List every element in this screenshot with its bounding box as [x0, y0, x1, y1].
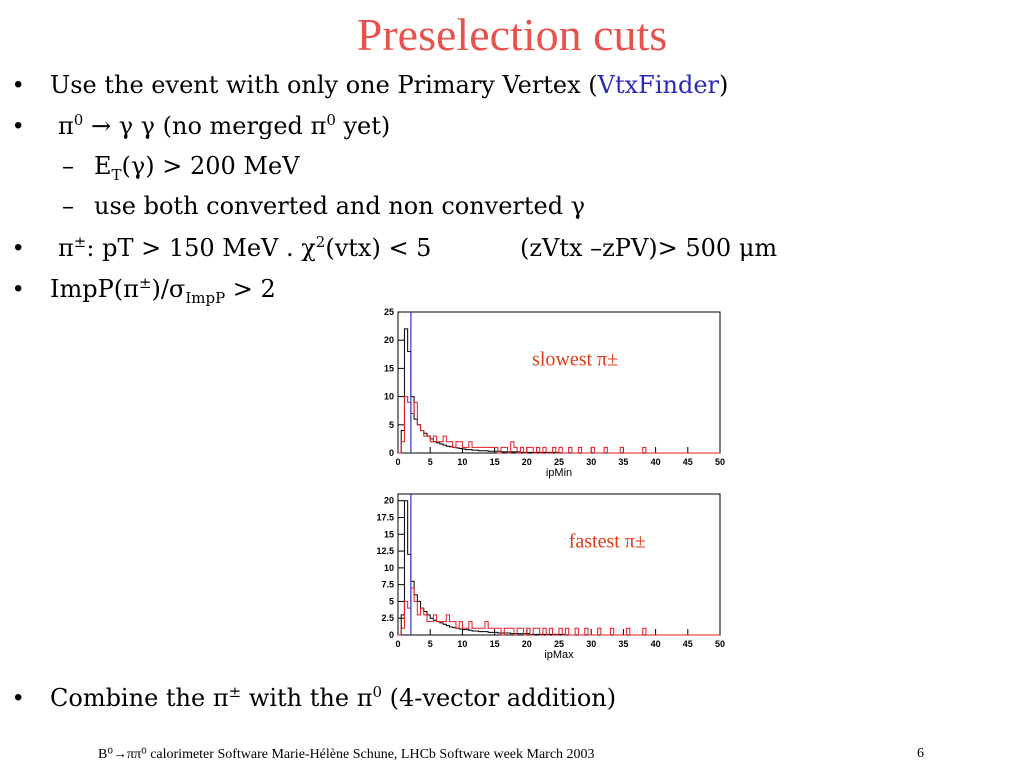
- bullet-text: ImpP(π: [50, 275, 139, 303]
- histogram-ipmin-svg: 0 5 10 15 20 25 0 5 10 15 20 25 30 35 40 45 50 ipMin slowe…: [384, 307, 725, 479]
- bullet-text: Use the event with only one Primary Vert…: [50, 71, 598, 99]
- pi-symbol: π: [58, 112, 74, 140]
- histogram-series-red: [398, 396, 720, 454]
- x-tick-label: 25: [554, 639, 564, 649]
- histogram-ipmax-svg: 0 2.5 5 7.5 10 12.5 15 17.5 20 0 5 10 15 20 25 30 35 40 45…: [376, 493, 725, 661]
- y-tick-label: 15: [384, 363, 394, 373]
- histogram-ipmin: 0 5 10 15 20 25 0 5 10 15 20 25 30 35 40 45 50 ipMin slowe…: [366, 306, 732, 480]
- y-tick-label: 0: [389, 630, 394, 640]
- plot-annotation: fastest π±: [569, 531, 646, 553]
- page-number: 6: [917, 746, 924, 761]
- x-tick-label: 30: [586, 639, 596, 649]
- bullet-marker: •: [14, 112, 23, 139]
- bullet-marker: •: [14, 71, 23, 98]
- x-axis-label: ipMin: [546, 467, 572, 479]
- y-tick-label: 0: [389, 448, 394, 458]
- superscript: 0: [326, 111, 336, 129]
- vtxfinder-link[interactable]: VtxFinder: [597, 71, 720, 99]
- x-tick-label: 25: [554, 457, 564, 467]
- x-tick-label: 50: [715, 457, 725, 467]
- subscript: T: [111, 165, 122, 184]
- x-tick-label: 35: [618, 639, 628, 649]
- y-tick-label: 15: [384, 529, 394, 539]
- superscript: ±: [228, 683, 242, 701]
- x-tick-label: 35: [618, 457, 628, 467]
- bullet-text: )/σ: [151, 275, 186, 303]
- subbullet-text: (γ) > 200 MeV: [121, 152, 300, 180]
- plot-frame: [397, 493, 721, 636]
- y-tick-label: 10: [384, 392, 394, 402]
- footer-text: B⁰→ππ⁰ calorimeter Software Marie-Hélène…: [98, 747, 595, 762]
- bullet-pi-charged-cuts: π±: pT > 150 MeV . χ2(vtx) < 5: [58, 233, 431, 263]
- zvtx-cut: (zVtx –zPV)> 500 μm: [520, 234, 778, 262]
- bullet-marker: •: [14, 684, 23, 711]
- x-tick-label: 10: [457, 639, 467, 649]
- bullet-pi0-gamma: π0 → γ γ (no merged π0 yet): [58, 111, 390, 141]
- bullet-text: : pT > 150 MeV . χ: [86, 234, 316, 262]
- y-tick-label: 2.5: [381, 613, 394, 623]
- bullet-text-close: ): [719, 71, 729, 99]
- x-tick-label: 5: [428, 639, 433, 649]
- x-tick-label: 15: [490, 639, 500, 649]
- x-tick-label: 20: [522, 639, 532, 649]
- bullet-text: > 2: [225, 275, 276, 303]
- subbullet-converted: use both converted and non converted γ: [94, 192, 586, 220]
- x-tick-label: 0: [395, 639, 400, 649]
- x-tick-label: 45: [683, 639, 693, 649]
- superscript: 2: [315, 233, 326, 251]
- subbullet-dash: –: [62, 192, 74, 220]
- x-tick-label: 50: [715, 639, 725, 649]
- superscript: ±: [138, 274, 152, 292]
- superscript: ±: [73, 233, 87, 251]
- subbullet-dash: –: [62, 152, 74, 180]
- bullet-impact-parameter: ImpP(π±)/σImpP > 2: [50, 274, 276, 307]
- x-tick-label: 0: [395, 457, 400, 467]
- y-tick-label: 5: [389, 420, 394, 430]
- bullet-combine: Combine the π± with the π0 (4-vector add…: [50, 683, 616, 713]
- x-tick-label: 20: [522, 457, 532, 467]
- slide-title: Preselection cuts: [356, 9, 668, 60]
- bullet-marker: •: [14, 275, 23, 302]
- x-axis-label: ipMax: [544, 649, 574, 661]
- bullet-text: yet): [335, 112, 391, 140]
- y-tick-label: 25: [384, 307, 394, 317]
- plot-annotation: slowest π±: [532, 349, 618, 371]
- superscript: 0: [73, 111, 84, 129]
- y-tick-label: 20: [384, 335, 394, 345]
- histogram-series-red: [398, 587, 720, 636]
- y-tick-label: 5: [389, 596, 394, 606]
- superscript: 0: [372, 683, 383, 701]
- et-symbol: E: [94, 152, 112, 180]
- y-tick-label: 10: [384, 563, 394, 573]
- y-tick-label: 17.5: [376, 513, 394, 523]
- x-tick-label: 40: [651, 457, 661, 467]
- bullet-text: (4-vector addition): [382, 684, 617, 712]
- x-tick-label: 10: [457, 457, 467, 467]
- bullet-text: with the π: [241, 684, 373, 712]
- subscript: ImpP: [185, 288, 226, 307]
- y-tick-label: 20: [384, 496, 394, 506]
- x-tick-label: 40: [651, 639, 661, 649]
- pi-symbol: π: [58, 234, 74, 262]
- histogram-ipmax: 0 2.5 5 7.5 10 12.5 15 17.5 20 0 5 10 15 20 25 30 35 40 45…: [366, 488, 732, 662]
- bullet-text: (vtx) < 5: [325, 234, 432, 262]
- x-tick-label: 5: [428, 457, 433, 467]
- subbullet-et-cut: ET(γ) > 200 MeV: [94, 151, 300, 184]
- y-tick-label: 7.5: [381, 580, 394, 590]
- x-tick-label: 15: [490, 457, 500, 467]
- plot-frame: [397, 311, 721, 454]
- bullet-marker: •: [14, 234, 23, 261]
- y-tick-label: 12.5: [376, 546, 394, 556]
- x-tick-label: 45: [683, 457, 693, 467]
- bullet-text: Combine the π: [50, 684, 229, 712]
- bullet-primary-vertex: Use the event with only one Primary Vert…: [50, 70, 728, 100]
- x-tick-label: 30: [586, 457, 596, 467]
- bullet-text: → γ γ (no merged π: [83, 112, 327, 140]
